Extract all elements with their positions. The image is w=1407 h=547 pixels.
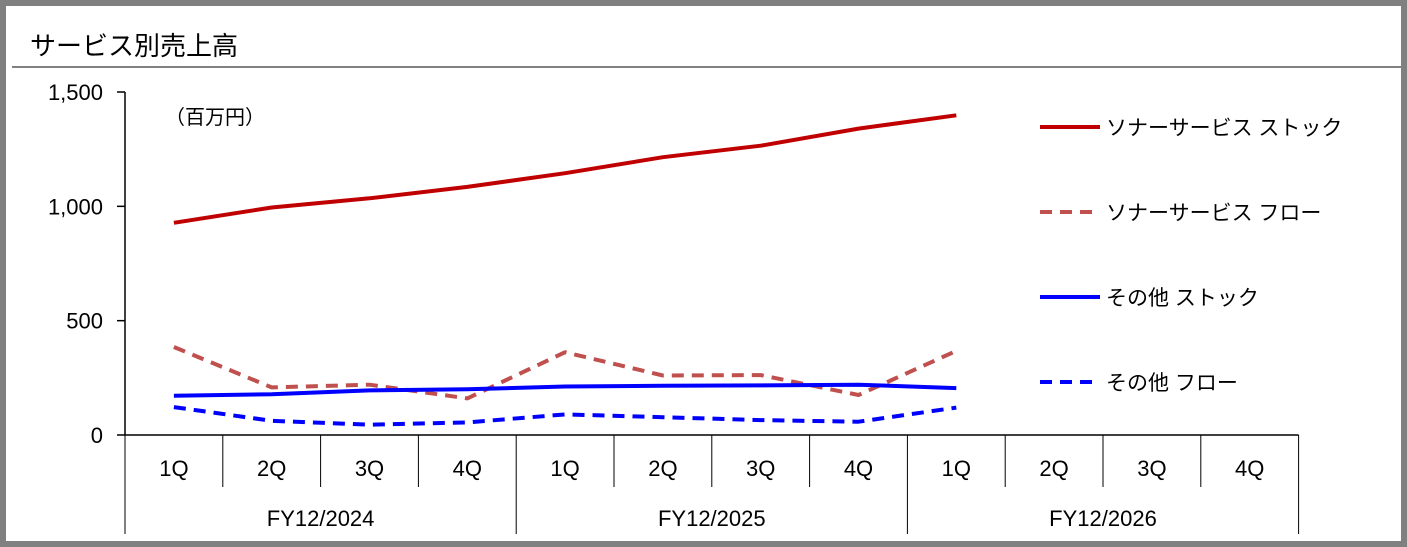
legend-label-2: ソナーサービス フロー (1106, 202, 1321, 225)
category-label: 1Q (942, 456, 971, 481)
category-label: 2Q (648, 456, 677, 481)
y-tick-label: 1,500 (48, 80, 103, 105)
legend-label-1: ソナーサービス ストック (1106, 117, 1342, 140)
chart-title-bar: サービス別売上高 (12, 12, 1407, 68)
category-label: 3Q (1137, 456, 1166, 481)
series-line-1 (173, 113, 957, 225)
category-label: 1Q (159, 456, 188, 481)
category-label: 4Q (844, 456, 873, 481)
category-label: 4Q (453, 456, 482, 481)
category-label: 3Q (746, 456, 775, 481)
category-label: 4Q (1235, 456, 1264, 481)
legend-label-4: その他 フロー (1106, 372, 1238, 395)
y-tick-label: 1,000 (48, 194, 103, 219)
category-label: 1Q (550, 456, 579, 481)
series-line-2 (173, 345, 958, 401)
category-label: 2Q (1039, 456, 1068, 481)
series-line-3 (173, 382, 957, 398)
y-tick-label: 500 (66, 309, 103, 334)
category-label: 2Q (257, 456, 286, 481)
series-line-4 (173, 405, 957, 427)
unit-label: （百万円） (165, 106, 265, 129)
y-tick-label: 0 (91, 423, 103, 448)
legend-label-3: その他 ストック (1106, 287, 1259, 310)
group-label: FY12/2025 (658, 506, 766, 531)
group-label: FY12/2024 (267, 506, 375, 531)
category-label: 3Q (355, 456, 384, 481)
chart-title: サービス別売上高 (30, 32, 239, 62)
group-label: FY12/2026 (1049, 506, 1157, 531)
